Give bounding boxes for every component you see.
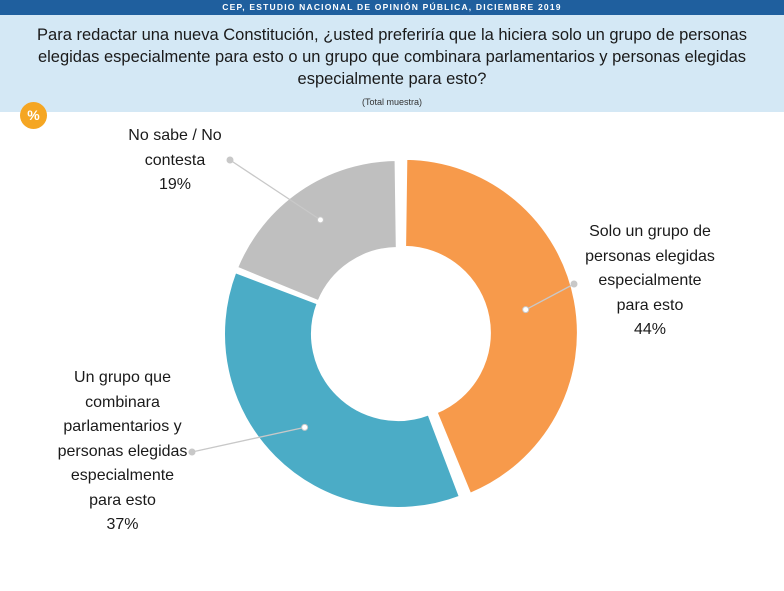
leader-line-ns-nc — [229, 159, 321, 221]
slice-label-ns-nc: No sabe / No contesta 19% — [100, 124, 250, 198]
slice-label-line: parlamentarios y — [63, 418, 182, 435]
slice-label-line: combinara — [85, 393, 160, 411]
slice-value-label: 19% — [158, 176, 192, 193]
slice-label-line: para esto — [616, 296, 684, 314]
survey-banner: CEP, ESTUDIO NACIONAL DE OPINIÓN PÚBLICA… — [0, 0, 784, 15]
slice-label-line: para esto — [89, 491, 156, 509]
slice-value-label: 37% — [106, 516, 139, 533]
slice-label-line: Un grupo que — [74, 369, 171, 386]
sample-note: (Total muestra) — [361, 97, 423, 107]
slice-label-line: especialmente — [70, 467, 175, 484]
slice-label-solo: Solo un grupo de personas elegidas especia… — [555, 220, 745, 343]
percent-badge-icon: % — [20, 102, 47, 129]
slice-ns-nc — [235, 159, 398, 303]
question-line: Para redactar una nueva Constitución, ¿u… — [37, 26, 747, 44]
question-box: Para redactar una nueva Constitución, ¿u… — [0, 15, 784, 112]
slice-solo — [404, 157, 579, 496]
leader-line-solo — [525, 283, 575, 311]
slice-combinado — [223, 270, 462, 509]
question-line: elegidas especialmente para esto o un gr… — [37, 48, 747, 66]
slice-label-line: especialmente — [598, 272, 702, 289]
slice-label-combinado: Un grupo que combinara parlamentarios y per… — [40, 366, 205, 538]
leader-dot — [570, 280, 578, 288]
leader-dot — [316, 216, 324, 224]
slice-label-line: personas elegidas — [585, 247, 715, 265]
question-line: especialmente para esto? — [297, 70, 487, 88]
slice-value-label: 44% — [633, 321, 667, 338]
survey-question: Para redactar una nueva Constitución, ¿u… — [30, 24, 754, 90]
leader-dot — [301, 423, 309, 431]
slice-label-line: contesta — [144, 151, 206, 169]
slice-label-line: No sabe / No — [128, 127, 222, 144]
leader-dot — [226, 156, 234, 164]
leader-dot — [188, 448, 196, 456]
leader-dot — [522, 306, 530, 314]
leader-line-combinado — [191, 426, 305, 453]
slice-label-line: personas elegidas — [57, 442, 188, 460]
slice-label-line: Solo un grupo de — [589, 223, 711, 240]
